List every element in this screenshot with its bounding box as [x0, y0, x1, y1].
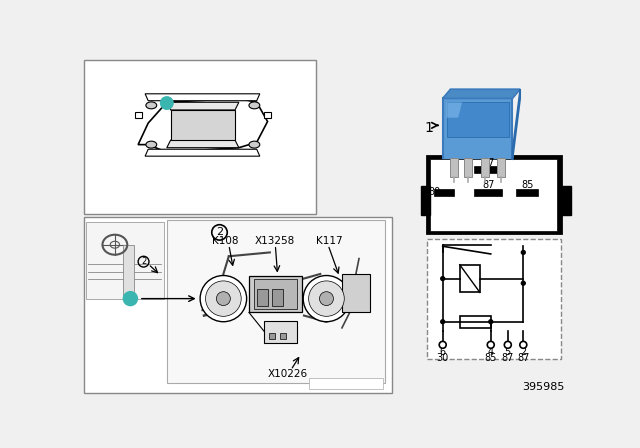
Bar [460, 315, 491, 328]
Text: 1: 1 [424, 121, 433, 135]
Bar [269, 333, 275, 340]
Circle shape [441, 320, 445, 323]
Text: 30: 30 [429, 187, 441, 198]
Bar [474, 190, 502, 196]
Bar [434, 190, 454, 196]
Circle shape [439, 341, 446, 348]
Bar [516, 190, 538, 196]
Polygon shape [167, 102, 239, 110]
Text: 87: 87 [482, 158, 495, 168]
Circle shape [504, 341, 511, 348]
Bar [443, 99, 513, 160]
Ellipse shape [205, 281, 241, 316]
Text: 2: 2 [216, 228, 223, 237]
Polygon shape [513, 89, 520, 160]
Text: 87: 87 [517, 353, 529, 363]
Bar [264, 321, 297, 343]
Bar [86, 222, 164, 299]
Text: 2: 2 [520, 347, 527, 357]
Bar [342, 274, 370, 313]
Bar [249, 276, 301, 313]
Bar [308, 378, 383, 389]
Text: 501307032: 501307032 [324, 379, 367, 388]
Ellipse shape [308, 281, 344, 316]
Polygon shape [123, 245, 134, 295]
Text: K117: K117 [316, 236, 343, 246]
Bar [460, 265, 480, 293]
Ellipse shape [200, 276, 246, 322]
Polygon shape [145, 149, 260, 156]
Text: BMW: BMW [468, 119, 488, 125]
Bar [421, 186, 430, 215]
Bar [280, 333, 286, 340]
Circle shape [441, 277, 445, 280]
Polygon shape [138, 99, 268, 152]
Ellipse shape [319, 292, 333, 306]
Polygon shape [145, 94, 260, 101]
Bar [465, 159, 472, 177]
Polygon shape [264, 112, 271, 118]
Bar [447, 102, 509, 137]
Text: 2: 2 [141, 257, 146, 266]
Bar [272, 289, 283, 306]
Bar [257, 289, 268, 306]
Bar [474, 166, 502, 173]
Ellipse shape [249, 141, 260, 148]
Bar [497, 159, 505, 177]
Bar [84, 60, 316, 214]
Circle shape [123, 291, 138, 306]
Ellipse shape [146, 141, 157, 148]
Bar [253, 280, 297, 309]
Polygon shape [443, 89, 520, 99]
Ellipse shape [303, 276, 349, 322]
Polygon shape [135, 112, 142, 118]
Ellipse shape [146, 102, 157, 109]
Circle shape [522, 281, 525, 285]
Ellipse shape [249, 102, 260, 109]
Bar [451, 159, 458, 177]
Text: 1: 1 [127, 293, 134, 304]
Text: 1: 1 [163, 98, 170, 108]
Bar [84, 217, 392, 392]
Bar [428, 156, 561, 233]
Text: 87: 87 [502, 353, 514, 363]
Text: 6: 6 [440, 347, 446, 357]
Bar [561, 186, 572, 215]
Circle shape [487, 341, 494, 348]
Polygon shape [167, 140, 239, 148]
Text: X10226: X10226 [268, 369, 308, 379]
Bar [428, 239, 561, 359]
Circle shape [522, 250, 525, 254]
Circle shape [160, 96, 174, 110]
Text: 5: 5 [505, 347, 511, 357]
Bar [167, 220, 385, 383]
Text: 85: 85 [521, 180, 533, 190]
Text: 30: 30 [436, 353, 449, 363]
Text: 395985: 395985 [522, 382, 564, 392]
Text: 85: 85 [484, 353, 497, 363]
Polygon shape [447, 102, 462, 118]
Text: 87: 87 [482, 180, 495, 190]
Text: X13258: X13258 [255, 236, 296, 246]
Ellipse shape [216, 292, 230, 306]
Bar [430, 159, 557, 231]
Circle shape [520, 341, 527, 348]
Circle shape [489, 320, 493, 323]
Polygon shape [171, 110, 235, 140]
Text: 4: 4 [488, 347, 494, 357]
Text: K108: K108 [212, 236, 239, 246]
Bar [481, 159, 489, 177]
